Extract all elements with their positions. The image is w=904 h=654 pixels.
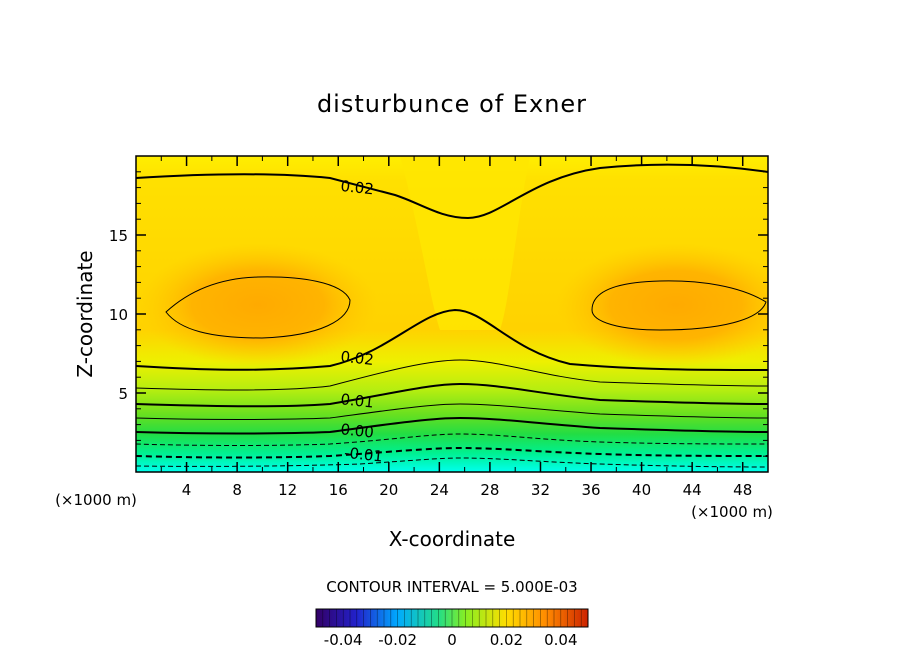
x-tick-label: 8 <box>232 481 242 499</box>
contour-label: 0.02 <box>340 177 375 198</box>
y-axis-label: Z-coordinate <box>73 250 97 377</box>
contour-thin-a <box>136 359 768 391</box>
x-tick-label: 48 <box>733 481 752 499</box>
y-tick-label: 15 <box>109 227 128 245</box>
colorbar-stripes <box>322 609 582 627</box>
contour-label: 0.02 <box>340 348 375 369</box>
contour-label-text: 0.02 <box>340 177 375 198</box>
x-axis-ticks: 4 8 12 16 20 24 28 32 36 40 44 48 <box>160 156 752 499</box>
x-tick-label: 24 <box>430 481 449 499</box>
x-tick-label: 28 <box>480 481 499 499</box>
y-tick-label: 5 <box>118 385 128 403</box>
colorbar-tick-label: 0.04 <box>544 631 577 649</box>
contour-label-text: 0.01 <box>340 390 375 411</box>
contour-neg-b <box>136 457 768 468</box>
x-tick-label: 44 <box>683 481 702 499</box>
contour-0.02-upper <box>136 163 768 220</box>
x-tick-label: 40 <box>632 481 651 499</box>
chart-title: disturbunce of Exner <box>317 90 587 118</box>
contour-interval-text: CONTOUR INTERVAL = 5.000E-03 <box>326 578 577 596</box>
x-tick-label: 36 <box>581 481 600 499</box>
right-orange-region <box>556 243 768 367</box>
contour-label: 0.01 <box>340 390 375 411</box>
contour-0.00 <box>136 416 768 435</box>
colorbar-tick-label: 0.02 <box>490 631 523 649</box>
colorbar-tick-labels: -0.04 -0.02 0 0.02 0.04 <box>324 631 578 649</box>
x-unit-left: (×1000 m) <box>55 491 137 509</box>
contour-label: 0.00 <box>340 420 375 441</box>
contour-neg-0.01 <box>136 446 768 459</box>
x-tick-label: 32 <box>531 481 550 499</box>
contour-label-text: -0.01 <box>343 444 383 466</box>
contour-labels: 0.02 0.02 0.01 0.00 -0.01 <box>340 177 384 466</box>
colorbar-tick-label: 0 <box>447 631 457 649</box>
x-tick-label: 20 <box>379 481 398 499</box>
contour-thin-b <box>136 403 768 420</box>
contour-label-text: 0.02 <box>340 348 375 369</box>
colorbar-tick-label: -0.04 <box>324 631 363 649</box>
contour-right-blob <box>591 280 767 331</box>
contour-left-blob <box>165 276 351 339</box>
x-tick-label: 16 <box>329 481 348 499</box>
contour-label: -0.01 <box>343 444 383 466</box>
x-tick-label: 4 <box>182 481 192 499</box>
x-unit-right: (×1000 m) <box>691 503 773 521</box>
y-axis-ticks: 5 10 15 <box>109 171 768 457</box>
x-tick-label: 12 <box>278 481 297 499</box>
contour-0.02-lower <box>136 308 768 371</box>
left-orange-region <box>138 243 378 367</box>
y-tick-label: 10 <box>109 306 128 324</box>
plot-area: 0.02 0.02 0.01 0.00 -0.01 <box>136 156 768 472</box>
colorbar-tick-label: -0.02 <box>378 631 417 649</box>
colorbar: -0.04 -0.02 0 0.02 0.04 <box>315 608 589 649</box>
x-axis-label: X-coordinate <box>389 527 516 551</box>
central-yellow-region <box>400 156 530 330</box>
contour-label-text: 0.00 <box>340 420 375 441</box>
contour-0.01 <box>136 382 768 408</box>
contour-neg-a <box>136 433 768 446</box>
